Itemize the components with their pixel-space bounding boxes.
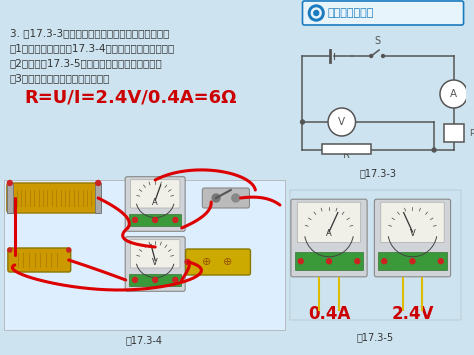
- FancyBboxPatch shape: [381, 202, 444, 242]
- FancyBboxPatch shape: [7, 183, 13, 213]
- Circle shape: [232, 194, 240, 202]
- FancyBboxPatch shape: [322, 144, 371, 154]
- Circle shape: [185, 260, 190, 264]
- FancyBboxPatch shape: [130, 180, 180, 208]
- Text: 动手动脑学物理: 动手动脑学物理: [327, 9, 374, 18]
- Circle shape: [133, 278, 137, 283]
- FancyBboxPatch shape: [125, 237, 185, 291]
- Circle shape: [410, 259, 415, 264]
- Circle shape: [212, 194, 220, 202]
- Circle shape: [301, 120, 304, 124]
- Circle shape: [328, 108, 356, 136]
- Circle shape: [370, 55, 373, 58]
- Text: V: V: [410, 229, 415, 239]
- Circle shape: [133, 218, 137, 223]
- Text: A: A: [450, 89, 457, 99]
- FancyBboxPatch shape: [7, 183, 101, 213]
- Text: 图17.3-4: 图17.3-4: [126, 335, 163, 345]
- Text: R=U/I=2.4V/0.4A=6Ω: R=U/I=2.4V/0.4A=6Ω: [25, 89, 237, 107]
- FancyBboxPatch shape: [302, 1, 464, 25]
- Circle shape: [298, 259, 303, 264]
- Text: （3）算出被测电阻本次的测量值。: （3）算出被测电阻本次的测量值。: [10, 73, 110, 83]
- Text: 图17.3-3: 图17.3-3: [360, 168, 397, 178]
- Circle shape: [309, 5, 324, 21]
- FancyBboxPatch shape: [202, 188, 249, 208]
- Text: V: V: [338, 117, 346, 127]
- FancyBboxPatch shape: [129, 274, 181, 286]
- Circle shape: [440, 80, 467, 108]
- Circle shape: [355, 259, 360, 264]
- Circle shape: [153, 278, 158, 283]
- Circle shape: [67, 248, 71, 252]
- FancyBboxPatch shape: [295, 252, 363, 270]
- Circle shape: [173, 218, 178, 223]
- FancyBboxPatch shape: [290, 190, 461, 320]
- Text: 3. 图17.3-3是用伏安法测量某未知电阻的电路图。: 3. 图17.3-3是用伏安法测量某未知电阻的电路图。: [10, 28, 169, 38]
- Circle shape: [432, 148, 436, 152]
- FancyBboxPatch shape: [378, 252, 447, 270]
- Circle shape: [382, 55, 384, 58]
- Text: A: A: [152, 198, 158, 207]
- Circle shape: [8, 180, 12, 186]
- Text: V: V: [152, 258, 158, 267]
- Circle shape: [311, 8, 321, 18]
- Text: A: A: [326, 229, 332, 239]
- Circle shape: [382, 259, 387, 264]
- Text: 图17.3-5: 图17.3-5: [356, 332, 394, 342]
- FancyBboxPatch shape: [130, 240, 180, 268]
- FancyBboxPatch shape: [291, 199, 367, 277]
- Text: S: S: [374, 36, 380, 46]
- Circle shape: [314, 11, 319, 16]
- FancyBboxPatch shape: [186, 249, 250, 275]
- FancyBboxPatch shape: [95, 183, 101, 213]
- Circle shape: [8, 248, 12, 252]
- Text: 0.4A: 0.4A: [308, 305, 350, 323]
- Text: 2.4V: 2.4V: [391, 305, 434, 323]
- Text: R: R: [343, 150, 350, 160]
- FancyBboxPatch shape: [8, 248, 71, 272]
- FancyBboxPatch shape: [374, 199, 451, 277]
- FancyBboxPatch shape: [125, 177, 185, 231]
- FancyBboxPatch shape: [444, 124, 464, 142]
- Circle shape: [327, 259, 331, 264]
- Text: ⊕: ⊕: [223, 257, 233, 267]
- Circle shape: [153, 218, 158, 223]
- Text: ⊕: ⊕: [201, 257, 211, 267]
- FancyBboxPatch shape: [297, 202, 361, 242]
- Circle shape: [173, 278, 178, 283]
- Circle shape: [438, 259, 443, 264]
- FancyBboxPatch shape: [129, 214, 181, 226]
- Text: P: P: [469, 129, 474, 137]
- Text: （1）根据电路图将图17.3-4所示的实物图连接起来；: （1）根据电路图将图17.3-4所示的实物图连接起来；: [10, 43, 175, 53]
- Circle shape: [96, 180, 100, 186]
- Text: （2）读出图17.3-5所示电流表和电压表的示数；: （2）读出图17.3-5所示电流表和电压表的示数；: [10, 58, 163, 68]
- FancyBboxPatch shape: [4, 180, 285, 330]
